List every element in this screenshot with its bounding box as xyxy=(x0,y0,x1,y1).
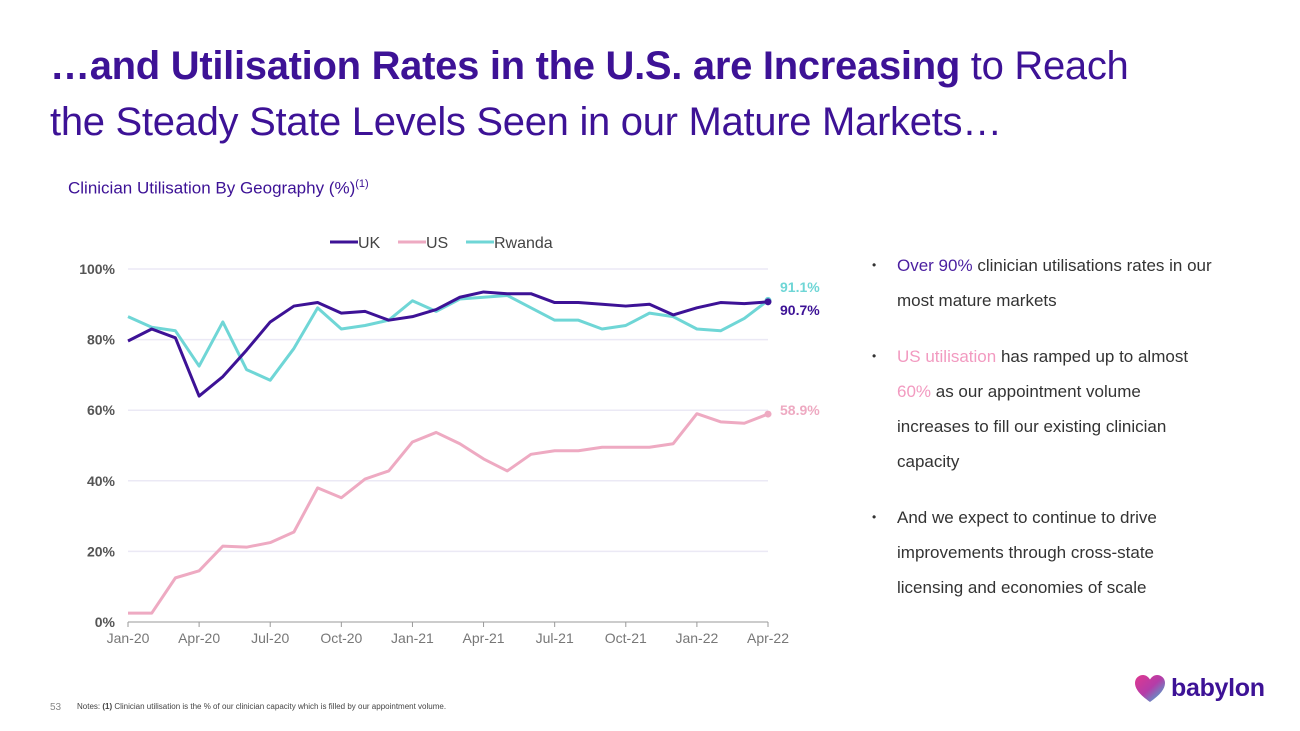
y-tick-label: 20% xyxy=(87,543,116,559)
y-tick-label: 100% xyxy=(79,261,115,277)
logo-text: babylon xyxy=(1171,674,1265,702)
bullet-text: clinician utilisations rates in our most… xyxy=(897,256,1212,310)
x-tick-label: Jan-21 xyxy=(391,630,434,646)
end-label-rwanda: 91.1% xyxy=(780,279,820,295)
title-bold: …and Utilisation Rates in the U.S. are I… xyxy=(50,44,960,88)
bullet-dot: • xyxy=(872,258,877,272)
x-tick-label: Oct-20 xyxy=(320,630,362,646)
x-tick-label: Jul-21 xyxy=(536,630,574,646)
end-point-us xyxy=(764,410,772,418)
notes-text: Clinician utilisation is the % of our cl… xyxy=(112,702,447,711)
end-label-us: 58.9% xyxy=(780,402,820,418)
bullet-dot: • xyxy=(872,510,877,524)
x-tick-label: Apr-20 xyxy=(178,630,220,646)
bullet-item: • US utilisation has ramped up to almost… xyxy=(872,339,1212,479)
x-tick-label: Jan-22 xyxy=(675,630,718,646)
y-tick-label: 80% xyxy=(87,332,116,348)
slide-title: …and Utilisation Rates in the U.S. are I… xyxy=(50,38,1129,150)
chart-title-note: (1) xyxy=(355,178,369,190)
bullet-text: as our appointment volume increases to f… xyxy=(897,382,1167,471)
bullet-highlight: 60% xyxy=(897,382,932,401)
title-regular: to Reach xyxy=(959,44,1129,88)
chart-title: Clinician Utilisation By Geography (%)(1… xyxy=(68,178,369,199)
x-tick-label: Apr-21 xyxy=(463,630,505,646)
bullet-highlight: Over 90% xyxy=(897,256,973,275)
bullet-text: And we expect to continue to drive impro… xyxy=(897,508,1157,597)
heart-icon xyxy=(1135,674,1165,702)
bullet-item: • And we expect to continue to drive imp… xyxy=(872,500,1212,605)
x-tick-label: Jan-20 xyxy=(107,630,150,646)
x-tick-label: Oct-21 xyxy=(605,630,647,646)
bullet-text: has ramped up to almost xyxy=(996,347,1189,366)
end-point-uk xyxy=(764,298,772,306)
x-tick-label: Apr-22 xyxy=(747,630,789,646)
y-tick-label: 40% xyxy=(87,473,116,489)
series-line-us xyxy=(128,412,769,615)
y-tick-label: 0% xyxy=(95,614,116,630)
bullet-highlight: US utilisation xyxy=(897,347,997,366)
x-tick-label: Jul-20 xyxy=(251,630,289,646)
legend-label: Rwanda xyxy=(494,235,553,252)
legend-label: UK xyxy=(358,235,381,252)
series-line-uk xyxy=(127,290,769,398)
babylon-logo: babylon xyxy=(1135,674,1265,703)
bullet-dot: • xyxy=(872,349,877,363)
notes-label: Notes: xyxy=(77,702,103,711)
notes-ref: (1) xyxy=(102,702,113,711)
footnote: Notes: (1) Clinician utilisation is the … xyxy=(77,702,446,711)
title-line2: the Steady State Levels Seen in our Matu… xyxy=(50,100,1002,144)
page-number: 53 xyxy=(50,702,62,713)
bullet-list: • Over 90% clinician utilisations rates … xyxy=(872,248,1212,626)
series-line-rwanda xyxy=(127,293,769,382)
chart-title-text: Clinician Utilisation By Geography (%) xyxy=(68,178,356,198)
end-label-uk: 90.7% xyxy=(780,302,820,318)
legend-label: US xyxy=(426,235,448,252)
y-tick-label: 60% xyxy=(87,402,116,418)
bullet-item: • Over 90% clinician utilisations rates … xyxy=(872,248,1212,318)
